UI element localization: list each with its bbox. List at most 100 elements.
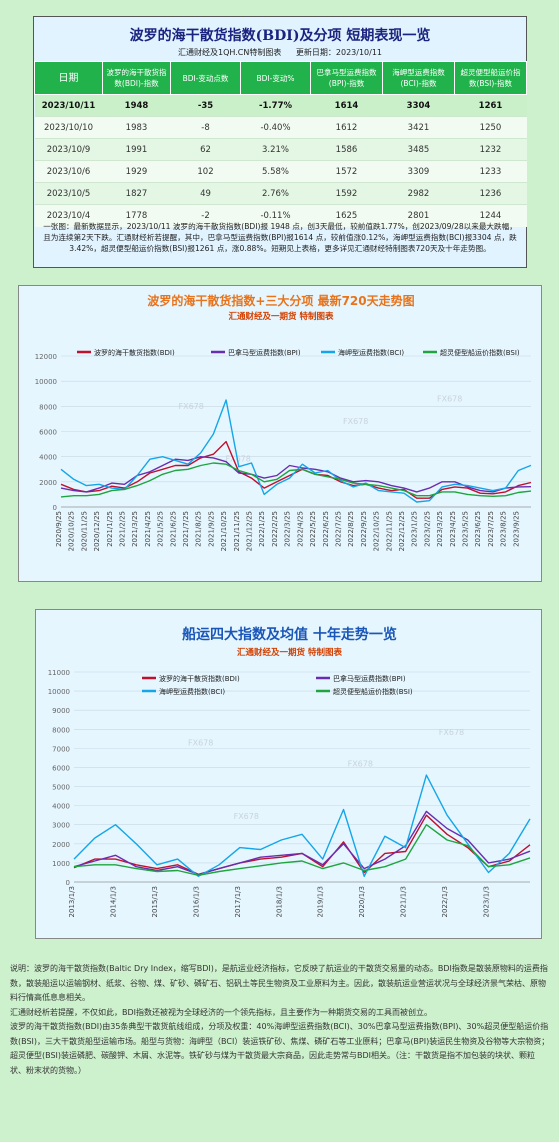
table-header-0: 日期 bbox=[34, 61, 103, 95]
legend-entry: 巴拿马型运费指数(BPI) bbox=[228, 348, 301, 357]
table-cell: 1991 bbox=[102, 138, 171, 161]
table-cell: 1983 bbox=[102, 116, 171, 139]
summary-table: 日期 波罗的海干散货指数(BDI)-指数 BDI-变动点数 BDI-变动% 巴拿马型运费… bbox=[34, 61, 527, 227]
x-tick-label: 2020/1/3 bbox=[358, 886, 366, 917]
chart-subtitle: 汇通财经及一期货 特制图表 bbox=[237, 647, 342, 658]
table-cell: 1232 bbox=[454, 138, 527, 161]
y-tick-label: 2000 bbox=[52, 841, 70, 849]
chart-title: 波罗的海干散货指数+三大分项 最新720天走势图 bbox=[147, 293, 414, 308]
x-tick-label: 2021/5/25 bbox=[157, 511, 165, 547]
table-cell: 2023/10/6 bbox=[34, 160, 103, 183]
y-tick-label: 6000 bbox=[39, 429, 57, 437]
x-tick-label: 2022/7/25 bbox=[334, 511, 342, 547]
series-line-3 bbox=[73, 824, 531, 876]
table-cell: 2.76% bbox=[240, 182, 311, 205]
table-cell: 1572 bbox=[310, 160, 383, 183]
table-cell: 2023/10/11 bbox=[34, 94, 103, 117]
table-cell: 1929 bbox=[102, 160, 171, 183]
x-tick-label: 2020/9/25 bbox=[55, 511, 63, 547]
x-tick-label: 2021/12/25 bbox=[246, 511, 254, 551]
table-cell: 5.58% bbox=[240, 160, 311, 183]
table-row: 2023/10/5 1827 49 2.76% 1592 2982 1236 bbox=[34, 182, 527, 205]
y-tick-label: 4000 bbox=[52, 803, 70, 811]
series-line-0 bbox=[73, 814, 531, 876]
table-body: 2023/10/11 1948 -35 -1.77% 1614 3304 1261 2023/… bbox=[34, 94, 527, 227]
watermark: FX678 bbox=[234, 812, 259, 821]
summary-source: 汇通财经及1QH.CN特制图表 bbox=[177, 48, 282, 57]
table-cell: 1250 bbox=[454, 116, 527, 139]
x-tick-label: 2021/8/25 bbox=[195, 511, 203, 547]
x-tick-label: 2023/4/25 bbox=[449, 511, 457, 547]
legend-entry: 巴拿马型运费指数(BPI) bbox=[333, 674, 406, 683]
table-cell: 2982 bbox=[382, 182, 455, 205]
x-tick-label: 2021/1/3 bbox=[400, 886, 408, 917]
x-tick-label: 2023/8/25 bbox=[500, 511, 508, 547]
watermark: FX678 bbox=[348, 760, 373, 769]
table-header-2: BDI-变动点数 bbox=[170, 61, 241, 95]
summary-title: 波罗的海干散货指数(BDI)及分项 短期表现一览 bbox=[129, 28, 431, 44]
table-header-row: 日期 波罗的海干散货指数(BDI)-指数 BDI-变动点数 BDI-变动% 巴拿马型运费… bbox=[34, 61, 527, 95]
watermark: FX678 bbox=[179, 402, 204, 411]
x-tick-label: 2013/1/3 bbox=[68, 886, 76, 917]
footer-notes: 说明：波罗的海干散货指数(Baltic Dry Index，缩写BDI)，是航运… bbox=[10, 962, 550, 1078]
footer-paragraph-3: 波罗的海干散货指数(BDI)由35条典型干散货航线组成，分项及权重：40%海岬型… bbox=[10, 1022, 550, 1075]
table-cell: 2023/10/5 bbox=[34, 182, 103, 205]
x-tick-label: 2018/1/3 bbox=[275, 886, 283, 917]
table-cell: 1827 bbox=[102, 182, 171, 205]
x-tick-label: 2021/2/25 bbox=[119, 511, 127, 547]
watermark: FX678 bbox=[343, 417, 368, 426]
summary-subtitle: 汇通财经及1QH.CN特制图表 更新日期：2023/10/11 bbox=[34, 47, 526, 58]
table-cell: 3.21% bbox=[240, 138, 311, 161]
table-cell: -2 bbox=[170, 204, 241, 227]
chart-subtitle: 汇通财经及一期货 特制图表 bbox=[229, 311, 334, 322]
series-line-1 bbox=[60, 456, 532, 493]
table-row: 2023/10/6 1929 102 5.58% 1572 3309 1233 bbox=[34, 160, 527, 183]
table-cell: 1261 bbox=[454, 94, 527, 117]
table-row: 2023/10/11 1948 -35 -1.77% 1614 3304 1261 bbox=[34, 94, 527, 117]
y-tick-label: 6000 bbox=[52, 764, 70, 772]
y-tick-label: 9000 bbox=[52, 707, 70, 715]
x-tick-label: 2015/1/3 bbox=[151, 886, 159, 917]
table-cell: 1778 bbox=[102, 204, 171, 227]
table-cell: 3304 bbox=[382, 94, 455, 117]
series-line-2 bbox=[60, 399, 532, 503]
legend-entry: 海岬型运费指数(BCI) bbox=[338, 348, 404, 357]
table-header-1: 波罗的海干散货指数(BDI)-指数 bbox=[102, 61, 171, 95]
table-cell: 102 bbox=[170, 160, 241, 183]
x-tick-label: 2021/1/25 bbox=[106, 511, 114, 547]
watermark: FX678 bbox=[226, 455, 251, 464]
table-cell: 3421 bbox=[382, 116, 455, 139]
table-cell: 1233 bbox=[454, 160, 527, 183]
watermark: FX678 bbox=[439, 728, 464, 737]
x-tick-label: 2023/5/25 bbox=[461, 511, 469, 547]
x-tick-label: 2022/10/25 bbox=[373, 511, 381, 551]
table-cell: -1.77% bbox=[240, 94, 311, 117]
table-row: 2023/10/10 1983 -8 -0.40% 1612 3421 1250 bbox=[34, 116, 527, 139]
y-tick-label: 8000 bbox=[52, 726, 70, 734]
x-tick-label: 2019/1/3 bbox=[317, 886, 325, 917]
x-tick-label: 2017/1/3 bbox=[234, 886, 242, 917]
x-tick-label: 2022/12/25 bbox=[398, 511, 406, 551]
table-header-5: 海岬型运费指数(BCI)-指数 bbox=[382, 61, 455, 95]
table-cell: 62 bbox=[170, 138, 241, 161]
x-tick-label: 2020/11/25 bbox=[80, 511, 88, 551]
x-tick-label: 2022/4/25 bbox=[296, 511, 304, 547]
x-tick-label: 2021/7/25 bbox=[182, 511, 190, 547]
table-cell: -8 bbox=[170, 116, 241, 139]
footer-paragraph-2: 汇通财经析若提醒，不仅如此，BDI指数还被视为全球经济的一个领先指标，且主要作为… bbox=[10, 1007, 433, 1017]
table-cell: 2023/10/9 bbox=[34, 138, 103, 161]
y-tick-label: 0 bbox=[53, 504, 57, 512]
y-tick-label: 8000 bbox=[39, 403, 57, 411]
x-tick-label: 2022/1/3 bbox=[441, 886, 449, 917]
x-tick-label: 2016/1/3 bbox=[192, 886, 200, 917]
x-tick-label: 2022/1/25 bbox=[258, 511, 266, 547]
x-tick-label: 2023/3/25 bbox=[436, 511, 444, 547]
y-tick-label: 10000 bbox=[35, 378, 57, 386]
y-tick-label: 1000 bbox=[52, 860, 70, 868]
x-tick-label: 2014/1/3 bbox=[109, 886, 117, 917]
x-tick-label: 2023/6/25 bbox=[474, 511, 482, 547]
x-tick-label: 2020/10/25 bbox=[68, 511, 76, 551]
watermark: FX678 bbox=[437, 394, 462, 403]
